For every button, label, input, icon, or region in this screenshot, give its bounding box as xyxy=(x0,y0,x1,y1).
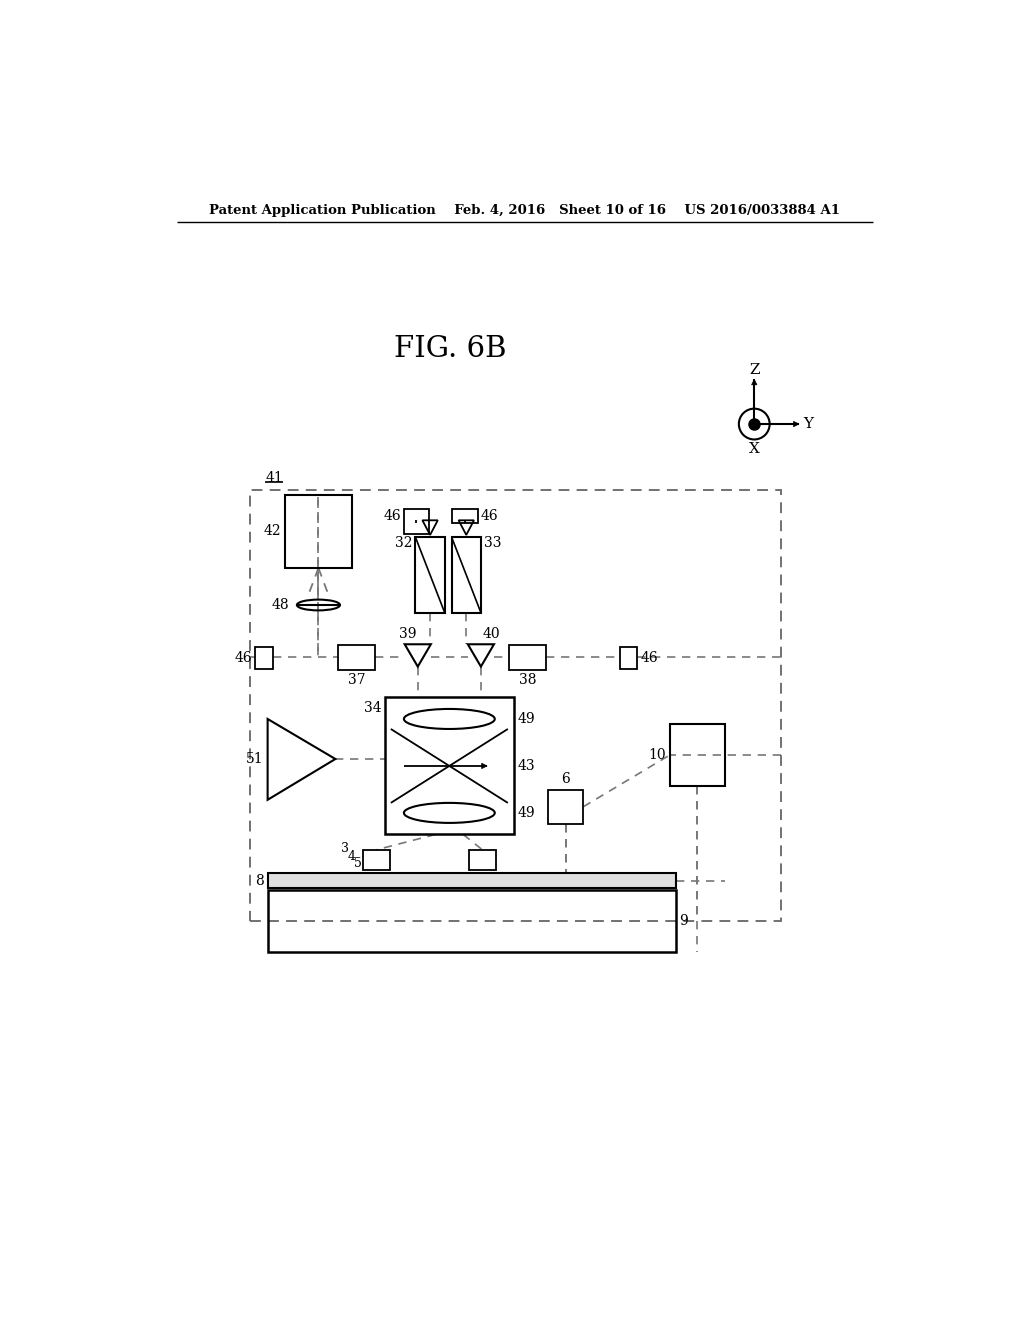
Text: 4: 4 xyxy=(347,850,355,862)
Bar xyxy=(620,647,637,669)
Text: 46: 46 xyxy=(640,651,658,665)
Bar xyxy=(452,537,481,612)
Text: 9: 9 xyxy=(680,913,688,928)
Bar xyxy=(416,537,444,612)
Text: Patent Application Publication    Feb. 4, 2016   Sheet 10 of 16    US 2016/00338: Patent Application Publication Feb. 4, 2… xyxy=(209,205,841,218)
Text: 8: 8 xyxy=(255,874,264,887)
Bar xyxy=(509,645,547,669)
Bar xyxy=(403,508,429,535)
Text: 49: 49 xyxy=(517,807,535,820)
Text: 46: 46 xyxy=(481,508,499,523)
Polygon shape xyxy=(481,763,487,768)
Polygon shape xyxy=(794,421,799,426)
Bar xyxy=(267,873,676,888)
Bar xyxy=(548,789,584,824)
Text: 34: 34 xyxy=(364,701,382,715)
Text: Z: Z xyxy=(749,363,760,378)
Text: 40: 40 xyxy=(482,627,500,642)
Text: 38: 38 xyxy=(519,673,537,686)
Text: 51: 51 xyxy=(246,752,264,766)
Text: 42: 42 xyxy=(264,524,282,539)
Text: FIG. 6B: FIG. 6B xyxy=(394,335,506,363)
Text: 46: 46 xyxy=(383,508,400,523)
Text: 3: 3 xyxy=(341,842,349,855)
Text: 37: 37 xyxy=(348,673,366,686)
Text: 49: 49 xyxy=(517,711,535,726)
Bar xyxy=(285,495,352,568)
Text: X: X xyxy=(749,442,760,455)
Bar xyxy=(267,890,676,952)
Bar xyxy=(385,697,514,834)
Text: 6: 6 xyxy=(561,772,570,785)
Text: 39: 39 xyxy=(398,627,416,642)
Text: 5: 5 xyxy=(353,857,361,870)
Text: 46: 46 xyxy=(234,651,252,665)
Bar xyxy=(469,850,497,870)
Bar xyxy=(250,490,781,921)
Bar xyxy=(255,647,273,669)
Text: 33: 33 xyxy=(484,536,502,550)
Bar xyxy=(339,645,376,669)
Text: 41: 41 xyxy=(265,471,283,484)
Text: 43: 43 xyxy=(517,759,535,774)
Bar xyxy=(670,725,725,785)
Text: 10: 10 xyxy=(648,748,666,762)
Polygon shape xyxy=(752,379,757,385)
Bar xyxy=(453,508,478,523)
Text: 32: 32 xyxy=(395,536,413,550)
Text: Y: Y xyxy=(803,417,813,432)
Bar xyxy=(364,850,390,870)
Text: 48: 48 xyxy=(271,598,289,612)
